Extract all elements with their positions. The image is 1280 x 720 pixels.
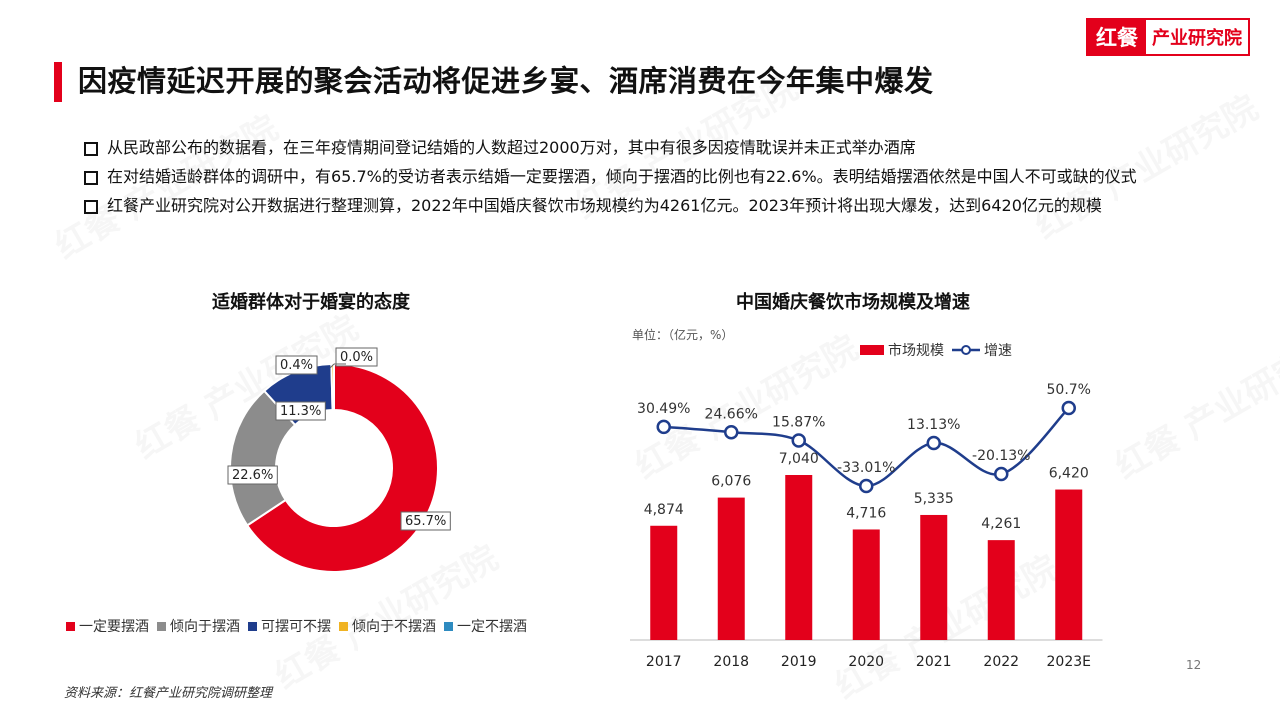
bar-market-size <box>650 525 678 640</box>
unit-label: 单位：（亿元，%） <box>632 328 734 342</box>
label-box <box>227 465 278 485</box>
donut-legend: 一定要摆酒 倾向于摆酒 可摆可不摆 倾向于不摆酒 一定不摆酒 <box>66 616 535 636</box>
x-tick-label: 2021 <box>916 654 952 670</box>
page-title: 因疫情延迟开展的聚会活动将促进乡宴、酒席消费在今年集中爆发 <box>78 64 934 98</box>
bullet-text: 红餐产业研究院对公开数据进行整理测算，2022年中国婚庆餐饮市场规模约为4261… <box>107 196 1102 215</box>
legend-bar-swatch <box>860 345 884 355</box>
square-bullet-icon <box>84 171 98 185</box>
bar-market-size <box>852 529 880 640</box>
growth-point <box>926 435 941 451</box>
legend-swatch <box>66 621 75 631</box>
donut-data-label: 22.6% <box>227 465 278 485</box>
bullet-text: 在对结婚适龄群体的调研中，有65.7%的受访者表示结婚一定要摆酒，倾向于摆酒的比… <box>107 167 1137 186</box>
donut-data-label: 0.0% <box>335 347 378 367</box>
growth-point <box>656 419 671 435</box>
page-number: 12 <box>1186 658 1202 672</box>
legend-item: 倾向于不摆酒 <box>339 616 436 636</box>
bar-value-label: 5,335 <box>914 491 954 507</box>
donut-value-label: 65.7% <box>405 514 446 529</box>
legend-swatch <box>444 621 453 631</box>
bullet-item: 从民政部公布的数据看，在三年疫情期间登记结婚的人数超过2000万对，其中有很多因… <box>84 138 1214 158</box>
growth-value-label: 30.49% <box>637 401 690 417</box>
x-tick-label: 2017 <box>646 654 682 670</box>
growth-value-label: 24.66% <box>705 406 758 422</box>
bar-market-size <box>785 475 813 640</box>
growth-value-label: 13.13% <box>907 417 960 433</box>
x-tick-label: 2019 <box>781 654 817 670</box>
bullet-item: 在对结婚适龄群体的调研中，有65.7%的受访者表示结婚一定要摆酒，倾向于摆酒的比… <box>84 167 1214 187</box>
bar-value-label: 4,716 <box>846 505 886 521</box>
watermark: 红餐 产业研究院 <box>1104 321 1280 488</box>
bar-line-chart: 4,874 2017 6,076 2018 7,040 2019 4,716 2020 5,33… <box>630 382 1103 670</box>
legend-label: 增速 <box>984 343 1012 359</box>
donut-value-label: 0.4% <box>280 358 313 373</box>
bar-value-label: 6,076 <box>711 474 751 490</box>
legend-label: 一定不摆酒 <box>457 619 527 635</box>
label-box <box>275 355 318 375</box>
legend-swatch <box>157 621 166 631</box>
legend-label: 市场规模 <box>888 343 944 359</box>
leader-line <box>329 363 335 369</box>
bar-value-label: 4,261 <box>981 516 1021 532</box>
bullet-item: 红餐产业研究院对公开数据进行整理测算，2022年中国婚庆餐饮市场规模约为4261… <box>84 196 1214 216</box>
bar-chart-title: 中国婚庆餐饮市场规模及增速 <box>736 292 970 313</box>
donut-data-label: 11.3% <box>275 401 326 421</box>
bar-chart-legend: 市场规模 增速 <box>860 340 1020 360</box>
growth-point <box>791 433 806 448</box>
growth-point <box>724 425 739 440</box>
donut-chart: 65.7% 22.6% 11.3% 0.4% 0.0% <box>227 347 451 573</box>
legend-line-swatch <box>952 345 980 355</box>
legend-swatch <box>248 621 257 631</box>
legend-item: 一定不摆酒 <box>444 616 527 636</box>
donut-data-label: 0.4% <box>275 355 318 375</box>
donut-value-label: 11.3% <box>280 404 321 419</box>
square-bullet-icon <box>84 200 98 214</box>
x-tick-label: 2020 <box>848 654 884 670</box>
legend-item: 可摆可不摆 <box>248 616 331 636</box>
growth-point <box>1061 400 1076 416</box>
growth-value-label: 15.87% <box>772 414 825 430</box>
growth-value-label: 50.7% <box>1047 382 1091 398</box>
legend-item: 倾向于摆酒 <box>157 616 240 636</box>
legend-item-growth: 增速 <box>952 340 1012 360</box>
growth-value-label: -33.01% <box>837 460 895 476</box>
donut-slice <box>245 362 439 573</box>
bar-market-size <box>1055 489 1083 640</box>
bar-market-size <box>717 497 745 640</box>
label-box <box>400 511 451 531</box>
bar-value-label: 7,040 <box>779 451 819 467</box>
square-bullet-icon <box>84 142 98 156</box>
legend-item: 一定要摆酒 <box>66 616 149 636</box>
bar-value-label: 6,420 <box>1049 466 1089 482</box>
growth-value-label: -20.13% <box>972 448 1030 464</box>
bar-value-label: 4,874 <box>644 502 684 518</box>
x-tick-label: 2022 <box>983 654 1019 670</box>
label-box <box>335 347 378 367</box>
logo-brand: 红餐 <box>1088 20 1146 54</box>
x-tick-label: 2018 <box>713 654 749 670</box>
legend-label: 倾向于不摆酒 <box>352 619 436 635</box>
bullet-text: 从民政部公布的数据看，在三年疫情期间登记结婚的人数超过2000万对，其中有很多因… <box>107 138 916 157</box>
legend-label: 可摆可不摆 <box>261 619 331 635</box>
label-box <box>275 401 326 421</box>
source-note: 资料来源：红餐产业研究院调研整理 <box>64 686 273 701</box>
x-tick-label: 2023E <box>1047 654 1091 670</box>
logo-sub: 产业研究院 <box>1146 20 1248 54</box>
title-accent-bar <box>54 62 62 102</box>
donut-value-label: 22.6% <box>232 468 273 483</box>
bar-market-size <box>987 540 1015 640</box>
donut-slice <box>330 362 335 412</box>
donut-data-label: 65.7% <box>400 511 451 531</box>
legend-label: 一定要摆酒 <box>79 619 149 635</box>
donut-value-label: 0.0% <box>340 350 373 365</box>
growth-point <box>994 466 1009 482</box>
legend-swatch <box>339 621 348 631</box>
growth-point <box>859 478 874 494</box>
bar-market-size <box>920 514 948 640</box>
bullet-list: 从民政部公布的数据看，在三年疫情期间登记结婚的人数超过2000万对，其中有很多因… <box>84 138 1214 225</box>
brand-logo: 红餐 产业研究院 <box>1086 18 1250 56</box>
legend-label: 倾向于摆酒 <box>170 619 240 635</box>
legend-item-market-size: 市场规模 <box>860 340 944 360</box>
donut-chart-title: 适婚群体对于婚宴的态度 <box>212 292 410 313</box>
